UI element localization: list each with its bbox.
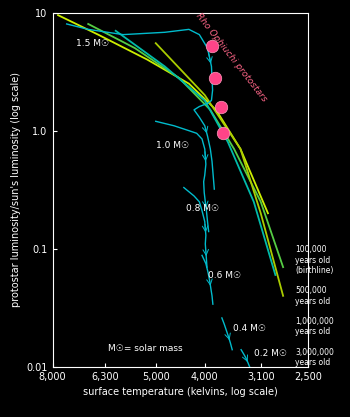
Text: 3,000,000
years old: 3,000,000 years old	[295, 348, 334, 367]
Text: 0.4 M☉: 0.4 M☉	[233, 324, 266, 333]
Text: Rho Ophiuchi protostars: Rho Ophiuchi protostars	[194, 11, 268, 103]
Y-axis label: protostar luminosity/sun's luminosity (log scale): protostar luminosity/sun's luminosity (l…	[11, 72, 21, 307]
Text: 1.0 M☉: 1.0 M☉	[156, 141, 189, 150]
Text: 1.5 M☉: 1.5 M☉	[76, 39, 109, 48]
Text: 1,000,000
years old: 1,000,000 years old	[295, 317, 334, 336]
Text: 0.8 M☉: 0.8 M☉	[186, 204, 219, 213]
Text: 500,000
years old: 500,000 years old	[295, 286, 330, 306]
Text: 0.2 M☉: 0.2 M☉	[254, 349, 287, 358]
Text: 0.6 M☉: 0.6 M☉	[208, 271, 241, 279]
X-axis label: surface temperature (kelvins, log scale): surface temperature (kelvins, log scale)	[83, 387, 278, 397]
Text: 100,000
years old
(birthline): 100,000 years old (birthline)	[295, 245, 334, 275]
Text: M☉= solar mass: M☉= solar mass	[108, 344, 183, 354]
